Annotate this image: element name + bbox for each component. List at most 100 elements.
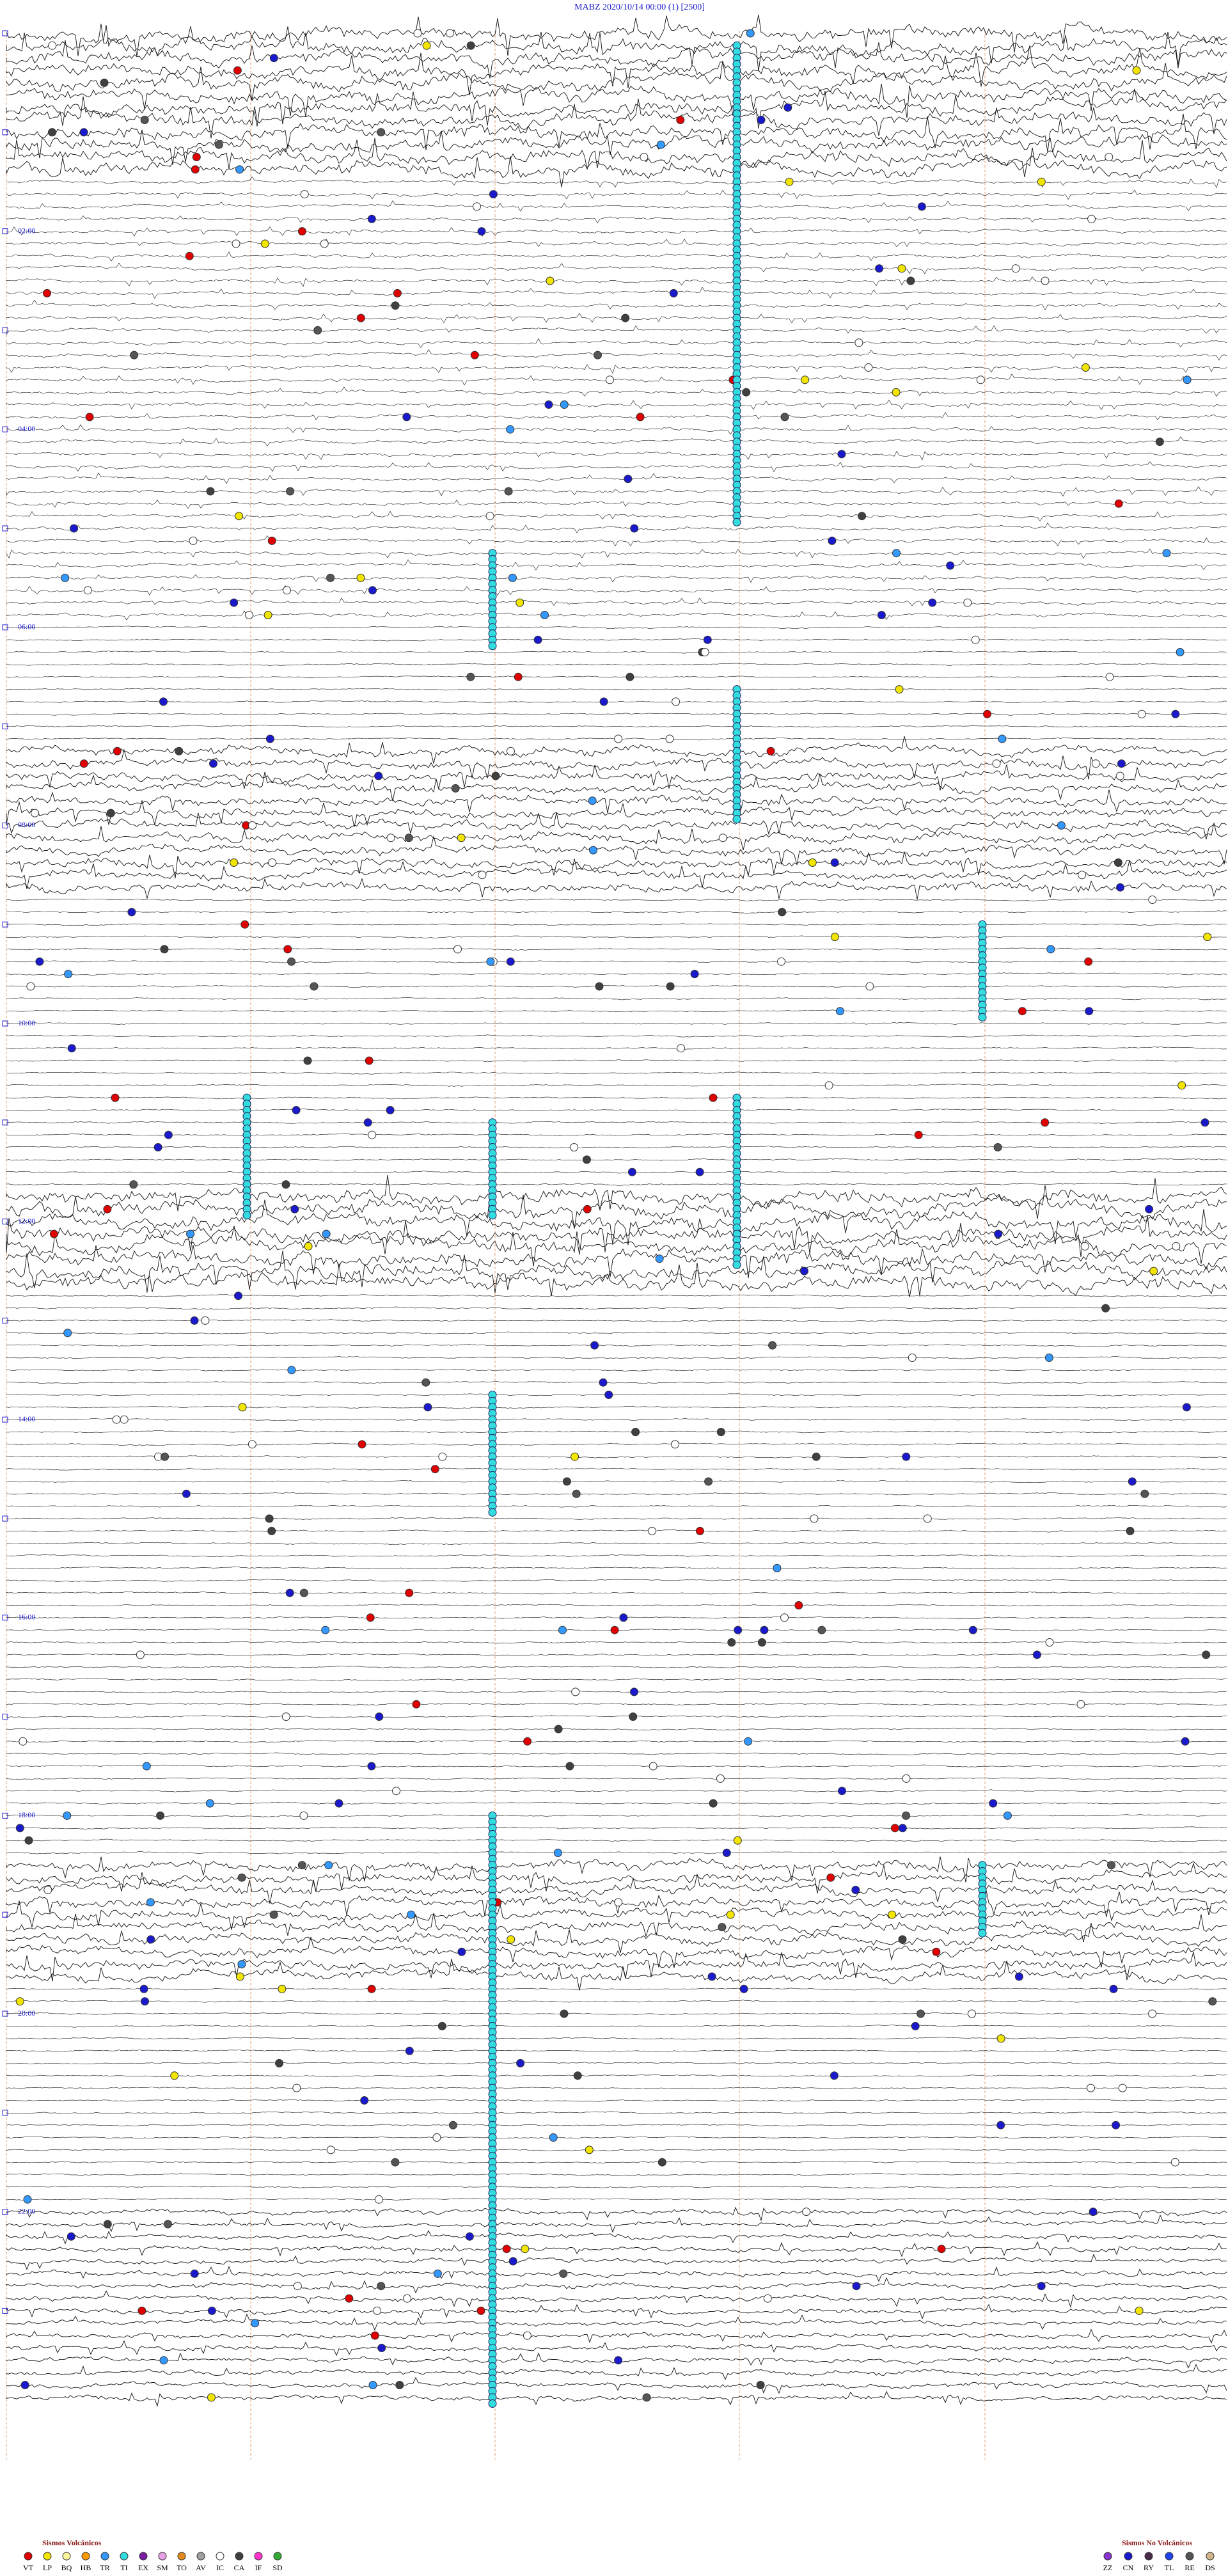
trace [6,2062,1227,2065]
trace [6,2241,1227,2257]
hour-tick [2,1714,8,1720]
trace [6,764,1227,791]
trace [6,386,1227,397]
event-marker [963,598,972,607]
event-marker [898,1935,907,1944]
event-marker [24,1836,33,1845]
trace [6,535,1227,547]
event-marker [996,2034,1005,2043]
event-marker [892,388,901,397]
event-marker [707,1972,716,1981]
event-marker [709,1093,718,1102]
trace [6,1554,1227,1558]
event-marker [391,2158,400,2167]
event-marker [757,1638,766,1647]
event-marker [571,1687,580,1696]
event-marker [626,672,634,681]
event-marker [830,2071,838,2080]
event-marker [299,1588,308,1597]
trace [6,574,1227,583]
event-marker [649,1762,657,1771]
trace [6,700,1227,704]
event-marker [971,635,980,644]
trace [6,2185,1227,2189]
event-marker [993,1143,1002,1151]
trace [6,1262,1227,1297]
event-marker [718,834,727,842]
event-marker [186,1229,195,1238]
event-marker [127,908,136,917]
trace [6,585,1227,596]
event-marker [23,2195,32,2204]
hour-tick [2,723,8,730]
event-marker [377,2344,386,2352]
event-marker [214,140,223,149]
event-marker [130,351,139,360]
event-marker [560,2009,569,2018]
event-marker [67,1044,76,1053]
event-marker [865,982,874,991]
event-marker [159,2356,168,2365]
event-marker [486,957,495,966]
event-marker [817,1625,826,1634]
event-marker [875,264,884,273]
event-marker [695,1526,704,1535]
event-marker [303,1056,312,1065]
hour-tick [2,327,8,333]
event-marker [358,1440,366,1449]
event-marker [812,1452,821,1461]
event-marker [1037,2282,1046,2291]
trace [6,61,1227,100]
event-marker [695,1167,704,1176]
trace [6,461,1227,473]
event-marker [606,375,614,384]
tremor-marker [978,1013,987,1022]
trace [6,559,1227,571]
trace [6,349,1227,361]
trace [6,1096,1227,1100]
event-marker [269,1910,278,1919]
event-marker [209,759,217,768]
event-marker [392,1787,400,1796]
trace [6,1356,1227,1359]
event-marker [405,2046,414,2055]
event-marker [161,1452,169,1461]
event-marker [726,1910,735,1919]
event-marker [890,1824,899,1833]
trace [6,1121,1227,1124]
event-marker [727,1638,736,1647]
event-marker [234,1292,242,1300]
trace [6,1071,1227,1075]
event-marker [466,41,475,50]
event-marker [201,1316,210,1325]
event-marker [573,2071,582,2080]
event-marker [757,116,766,124]
event-marker [269,54,278,63]
hour-tick [2,2307,8,2314]
event-marker [565,1762,574,1771]
trace [6,1529,1227,1533]
legend-code: IF [255,2563,262,2572]
event-marker [627,1167,636,1176]
event-marker [636,413,645,422]
event-marker [629,1712,638,1721]
event-marker [170,2071,179,2080]
event-marker [780,413,789,422]
event-marker [345,2294,354,2303]
event-marker [1162,549,1171,558]
event-marker [478,871,487,880]
trace [6,2266,1227,2282]
hour-tick [2,525,8,532]
event-marker [1087,2083,1095,2092]
trace [6,960,1227,963]
legend-swatch [273,2552,282,2561]
trace [6,1826,1227,1829]
event-marker [508,2257,517,2266]
trace [6,1492,1227,1496]
trace [6,1034,1227,1038]
event-marker [470,351,479,360]
event-marker [485,512,494,521]
event-marker [154,1143,162,1151]
event-marker [1091,759,1100,768]
tremor-marker [732,518,741,526]
